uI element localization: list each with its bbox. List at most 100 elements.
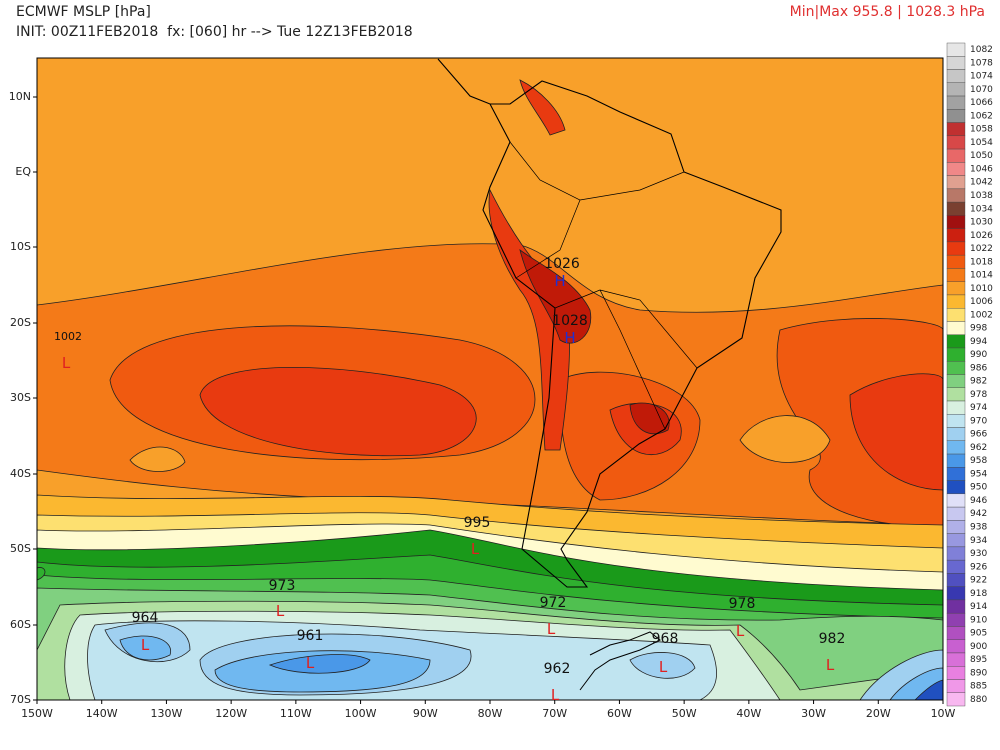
colorbar-label: 994 (970, 337, 987, 347)
pressure-value: 962 (544, 661, 571, 677)
colorbar-label: 942 (970, 509, 987, 519)
lon-label: 50W (672, 707, 697, 720)
pressure-value: 973 (269, 578, 296, 594)
colorbar-label: 890 (970, 668, 987, 678)
lon-label: 60W (607, 707, 632, 720)
colorbar-swatch (946, 387, 966, 402)
colorbar-label: 990 (970, 350, 987, 360)
colorbar-swatch (946, 493, 966, 508)
lon-label: 40W (736, 707, 761, 720)
colorbar-swatch (946, 374, 966, 388)
colorbar-swatch (946, 95, 966, 110)
colorbar-swatch (946, 506, 966, 521)
colorbar-label: 1050 (970, 151, 993, 161)
colorbar-label: 1002 (970, 310, 993, 320)
pressure-value: 964 (132, 610, 159, 626)
lon-label: 120W (215, 707, 247, 720)
colorbar-swatch (946, 586, 966, 601)
system-center: L (141, 636, 150, 654)
system-center: L (276, 602, 285, 620)
lon-label: 30W (801, 707, 826, 720)
colorbar-label: 1014 (970, 271, 993, 281)
system-center: H (564, 329, 575, 347)
system-center: L (547, 620, 556, 638)
colorbar-label: 1006 (970, 297, 993, 307)
colorbar-label: 910 (970, 615, 987, 625)
colorbar-label: 914 (970, 602, 987, 612)
colorbar-swatch (946, 201, 966, 216)
colorbar-swatch (946, 135, 966, 150)
colorbar-swatch (946, 334, 966, 349)
colorbar-label: 946 (970, 496, 987, 506)
colorbar-label: 1054 (970, 138, 993, 148)
colorbar-swatch (946, 612, 966, 627)
colorbar-swatch (946, 559, 966, 574)
colorbar-label: 998 (970, 324, 987, 334)
colorbar-swatch (946, 122, 966, 137)
colorbar-swatch (946, 254, 966, 269)
colorbar-swatch (946, 281, 966, 296)
pressure-value: 972 (540, 595, 567, 611)
lon-label: 70W (542, 707, 567, 720)
system-center: L (62, 354, 71, 372)
lat-label: 70S (10, 693, 31, 706)
colorbar-label: 1066 (970, 98, 993, 108)
colorbar-label: 1034 (970, 204, 993, 214)
colorbar-swatch (946, 215, 966, 229)
colorbar-swatch (946, 361, 966, 375)
lon-label: 20W (866, 707, 891, 720)
colorbar-swatch (946, 69, 966, 83)
lat-label: 40S (10, 467, 31, 480)
pressure-value: 968 (652, 631, 679, 647)
colorbar-swatch (946, 175, 966, 190)
colorbar-swatch (946, 440, 966, 455)
colorbar-label: 885 (970, 682, 987, 692)
colorbar-swatch (946, 467, 966, 481)
lat-label: 10S (10, 240, 31, 253)
lat-label: 10N (9, 90, 31, 103)
colorbar-label: 922 (970, 576, 987, 586)
colorbar-label: 986 (970, 363, 987, 373)
colorbar-label: 970 (970, 416, 987, 426)
colorbar-swatch (946, 679, 966, 693)
lon-label: 80W (478, 707, 503, 720)
lon-label: 90W (413, 707, 438, 720)
pressure-value: 961 (297, 628, 324, 644)
pressure-value: 982 (819, 631, 846, 647)
colorbar-label: 1046 (970, 164, 993, 174)
colorbar-label: 918 (970, 589, 987, 599)
lat-label: 30S (10, 391, 31, 404)
pressure-field (37, 58, 943, 700)
colorbar-swatch (946, 148, 966, 163)
lon-label: 140W (86, 707, 118, 720)
system-center: L (306, 654, 315, 672)
colorbar-label: 1082 (970, 45, 993, 55)
colorbar-swatch (946, 228, 966, 243)
lon-label: 130W (150, 707, 182, 720)
colorbar-swatch (946, 268, 966, 282)
colorbar-swatch (946, 626, 966, 640)
system-center: L (659, 658, 668, 676)
colorbar-label: 880 (970, 695, 987, 705)
colorbar-label: 1022 (970, 244, 993, 254)
colorbar-swatch (946, 308, 966, 322)
colorbar-label: 982 (970, 377, 987, 387)
colorbar-label: 1078 (970, 58, 993, 68)
min-max: Min|Max 955.8 | 1028.3 hPa (790, 4, 985, 20)
colorbar-swatch (946, 652, 966, 667)
colorbar-label: 900 (970, 642, 987, 652)
title: ECMWF MSLP [hPa] (16, 4, 151, 20)
colorbar-swatch (946, 666, 966, 680)
colorbar-label: 962 (970, 443, 987, 453)
colorbar-swatch (946, 520, 966, 534)
colorbar-label: 978 (970, 390, 987, 400)
colorbar-swatch (946, 188, 966, 203)
colorbar-label: 934 (970, 536, 987, 546)
system-center: L (736, 622, 745, 640)
colorbar-label: 1058 (970, 125, 993, 135)
lon-label: 100W (345, 707, 377, 720)
colorbar-swatch (946, 533, 966, 548)
